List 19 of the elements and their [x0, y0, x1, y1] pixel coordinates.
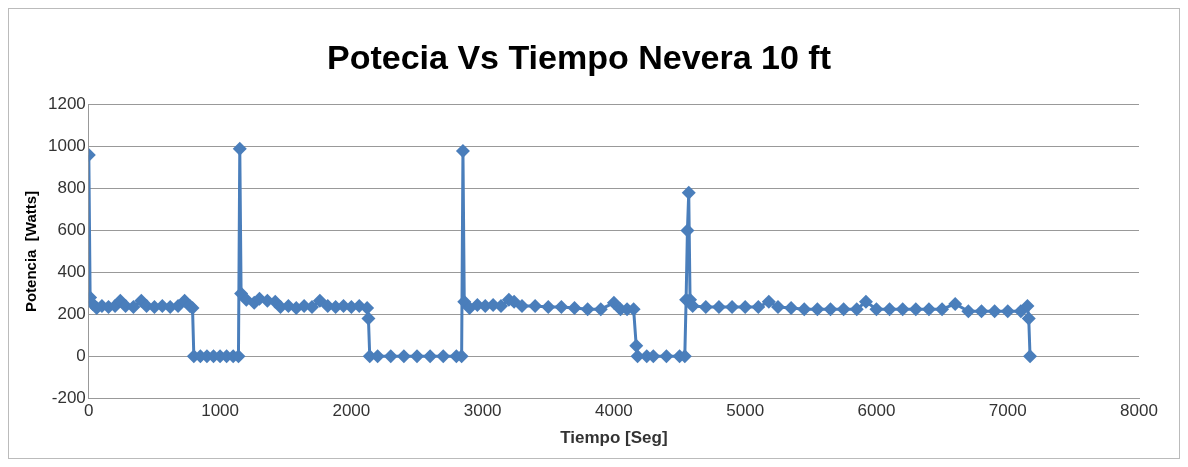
x-tick-label: 7000 — [988, 401, 1027, 421]
y-tick-label: 400 — [57, 262, 86, 282]
x-tick-label: 5000 — [726, 401, 765, 421]
y-tick-label: -200 — [51, 387, 86, 407]
y-tick-label: 600 — [57, 220, 86, 240]
x-tick-label: 1000 — [201, 401, 240, 421]
y-tick-label: 200 — [57, 304, 86, 324]
x-tick-label: 6000 — [857, 401, 896, 421]
y-tick-label: 1200 — [47, 94, 86, 114]
x-tick-label: 3000 — [463, 401, 502, 421]
y-tick-label: 0 — [76, 345, 86, 365]
x-tick-label: 2000 — [332, 401, 371, 421]
y-axis-title: Potencia [Watts] — [22, 190, 40, 313]
y-tick-label: 800 — [57, 178, 86, 198]
y-tick-label: 1000 — [47, 136, 86, 156]
chart-title: Potecia Vs Tiempo Nevera 10 ft — [327, 37, 831, 76]
x-tick-label: 8000 — [1120, 401, 1158, 421]
x-axis-title: Tiempo [Seg] — [560, 428, 668, 448]
x-tick-label: 4000 — [595, 401, 633, 421]
